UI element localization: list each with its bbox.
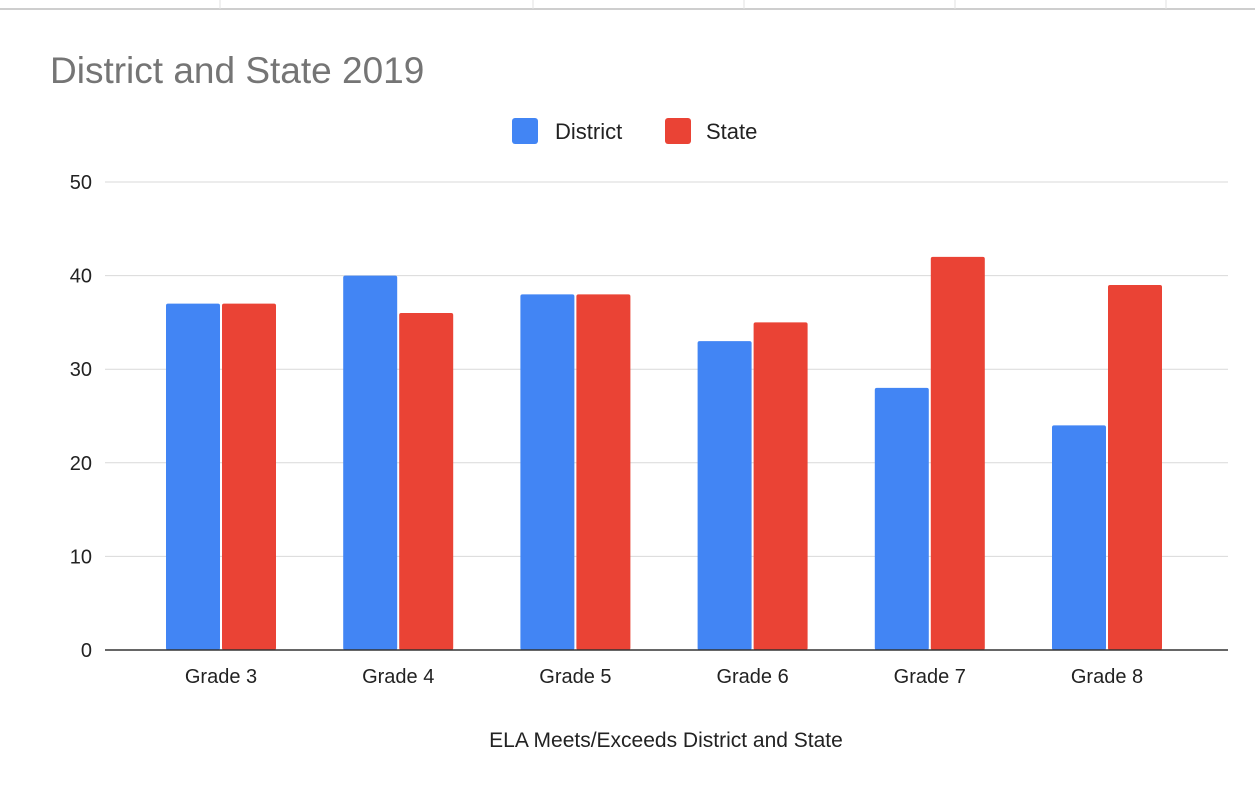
bar-district-grade-4: [343, 275, 398, 650]
bar-district-grade-8: [1052, 425, 1106, 650]
top-border-ticks: [219, 0, 1167, 9]
y-tick-label: 10: [70, 546, 92, 568]
y-tick-label: 20: [70, 453, 92, 475]
legend-item-state: State: [665, 118, 757, 144]
y-tick-label: 0: [81, 640, 92, 662]
bar-state-grade-4: [399, 313, 454, 650]
bar-state-grade-8: [1108, 284, 1162, 650]
y-tick-label: 30: [70, 359, 92, 381]
chart-title: District and State 2019: [50, 50, 424, 91]
bar-state-grade-3: [222, 303, 276, 650]
x-tick-label: Grade 8: [1071, 666, 1143, 688]
legend-label: State: [706, 119, 757, 144]
legend: District State: [512, 118, 757, 144]
legend-item-district: District: [512, 118, 622, 144]
bar-district-grade-5: [520, 294, 575, 650]
x-tick-label: Grade 4: [362, 666, 434, 688]
bar-district-grade-7: [874, 387, 929, 650]
bar-state-grade-5: [576, 294, 631, 650]
x-axis-ticks: Grade 3 Grade 4 Grade 5 Grade 6 Grade 7 Grade…: [185, 666, 1143, 688]
x-tick-label: Grade 3: [185, 666, 257, 688]
x-tick-label: Grade 6: [716, 666, 788, 688]
bar-state-grade-7: [930, 256, 985, 650]
bars: [166, 256, 1162, 650]
legend-label: District: [555, 119, 622, 144]
legend-swatch: [512, 118, 538, 144]
bar-district-grade-3: [166, 303, 220, 650]
y-tick-label: 50: [70, 172, 92, 194]
x-tick-label: Grade 7: [894, 666, 966, 688]
y-tick-label: 40: [70, 266, 92, 288]
bar-district-grade-6: [697, 341, 752, 650]
y-axis-ticks: 0 10 20 30 40 50: [70, 172, 92, 662]
legend-swatch: [665, 118, 691, 144]
x-axis-label: ELA Meets/Exceeds District and State: [489, 729, 843, 752]
bar-state-grade-6: [753, 322, 808, 650]
gridlines: [105, 181, 1228, 557]
x-tick-label: Grade 5: [539, 666, 611, 688]
